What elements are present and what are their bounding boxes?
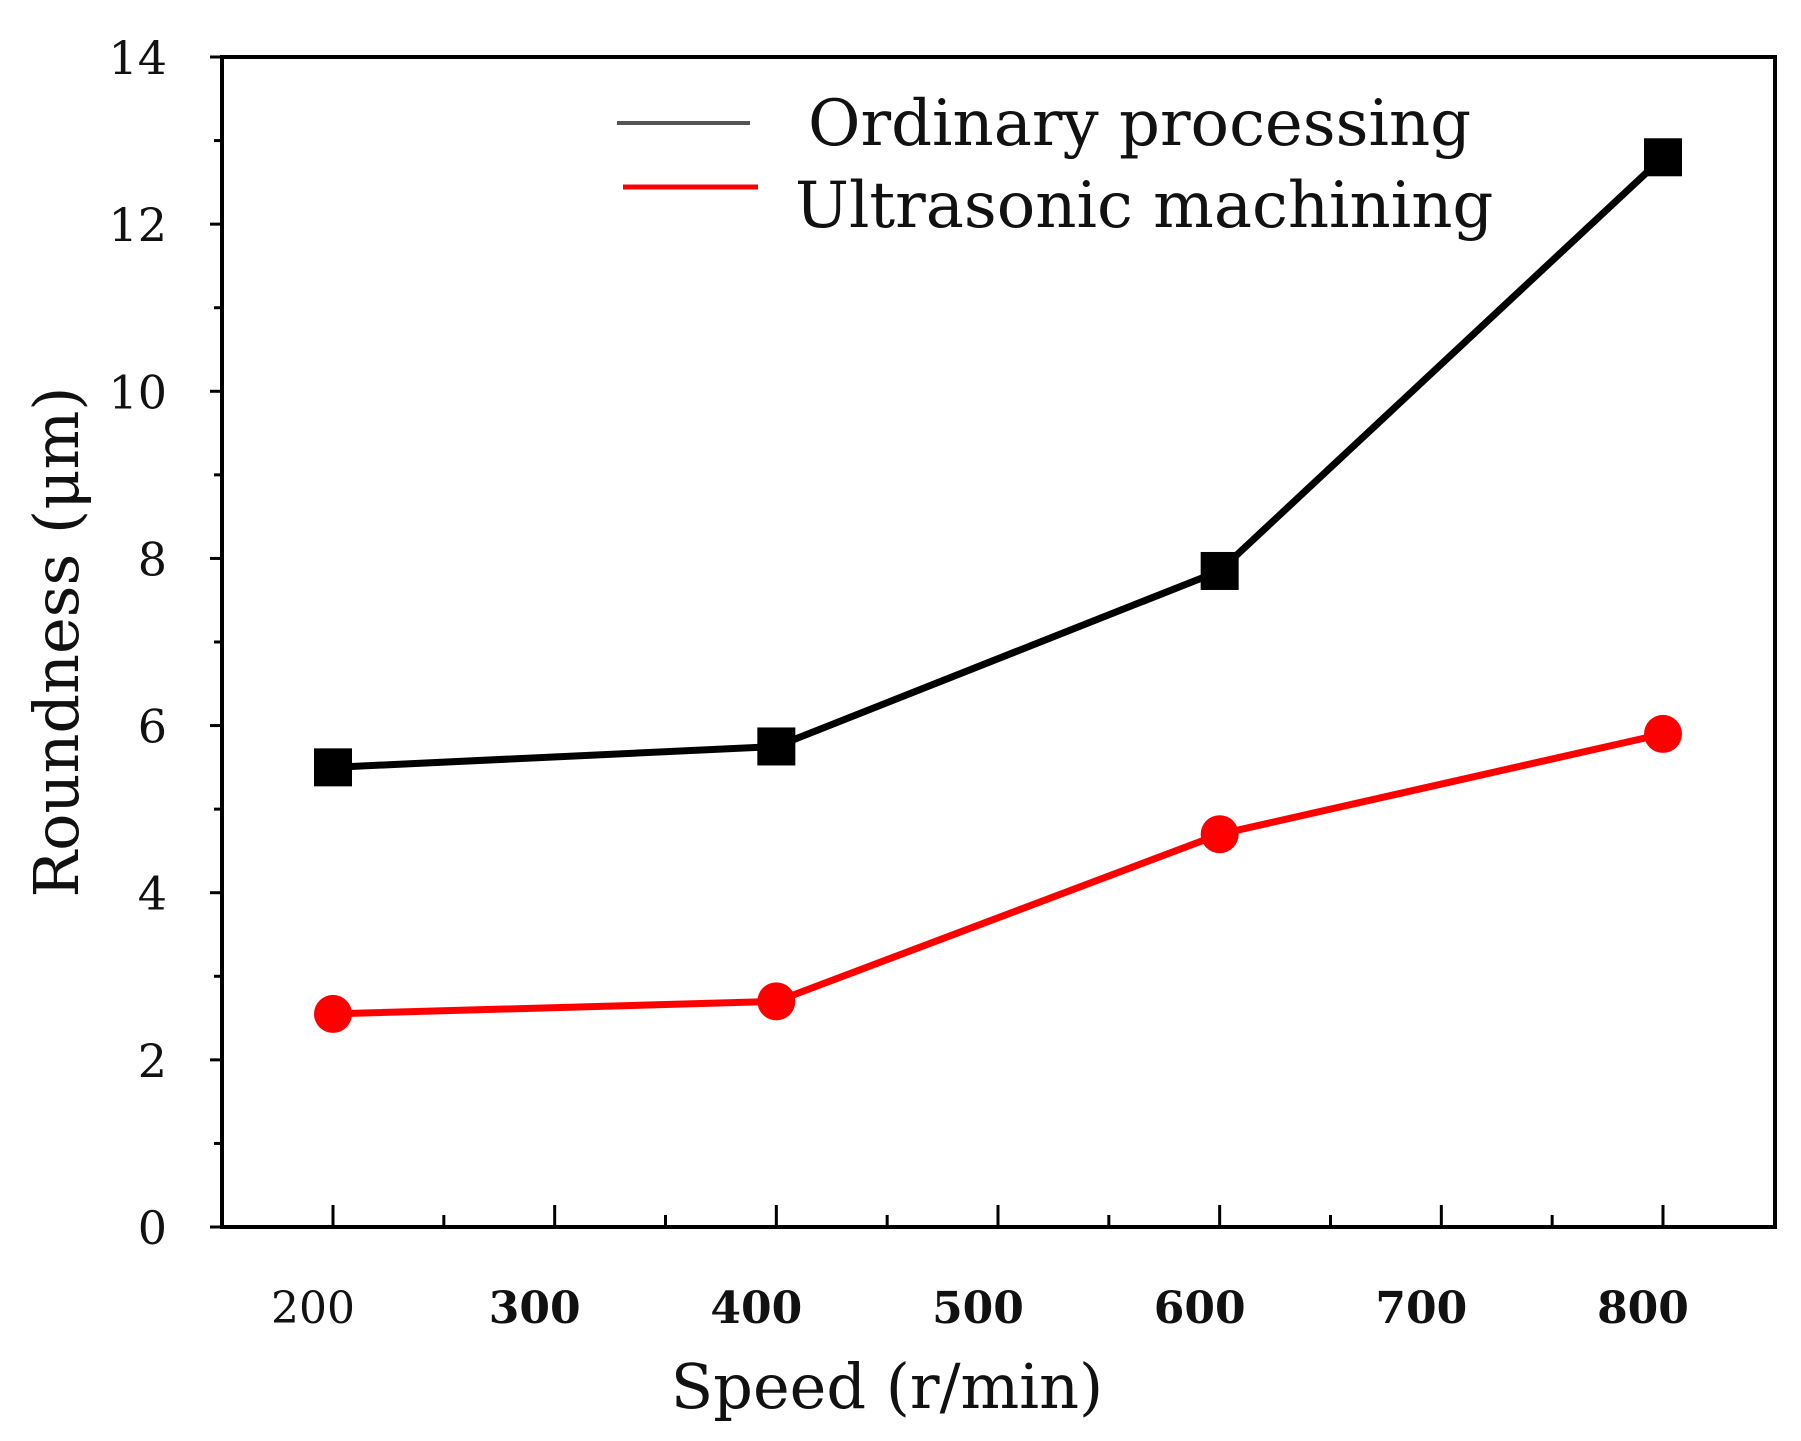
- data-point-circle: [757, 982, 796, 1021]
- x-axis-title: Speed (r/min): [671, 1350, 1103, 1423]
- series-ordinary-processing: [314, 138, 1682, 787]
- x-tick-label: 600: [1154, 1283, 1246, 1334]
- x-tick-label: 700: [1375, 1283, 1467, 1334]
- legend-label-ultrasonic: Ultrasonic machining: [795, 169, 1493, 243]
- series-line: [332, 730, 1664, 1018]
- x-tick-label: 500: [932, 1283, 1024, 1334]
- y-tick-labels: 0 2 4 6 8 10 12 14: [108, 31, 167, 1255]
- data-point-circle: [314, 994, 352, 1033]
- data-point-square: [1644, 138, 1682, 177]
- data-point-square: [314, 748, 352, 787]
- x-tick-label: 200: [271, 1283, 355, 1334]
- data-point-square: [757, 727, 796, 766]
- data-point-circle: [1644, 714, 1682, 753]
- y-axis-title: Roundness (μm): [20, 387, 93, 898]
- x-tick-label: 400: [710, 1283, 802, 1334]
- data-point-square: [1200, 551, 1239, 590]
- series-layer: [314, 138, 1682, 1033]
- y-tick-label: 12: [108, 198, 167, 252]
- series-line: [332, 154, 1666, 771]
- series-ultrasonic-machining: [314, 714, 1682, 1033]
- axis-ticks: [210, 55, 1665, 1229]
- y-tick-label: 4: [138, 867, 167, 921]
- y-tick-label: 8: [138, 532, 167, 586]
- y-tick-label: 6: [138, 700, 167, 754]
- y-tick-label: 0: [138, 1201, 167, 1255]
- legend: Ordinary processing Ultrasonic machining: [617, 87, 1493, 243]
- x-tick-label: 300: [489, 1283, 581, 1334]
- legend-label-ordinary: Ordinary processing: [808, 87, 1471, 161]
- y-tick-label: 10: [108, 365, 167, 419]
- y-tick-label: 2: [138, 1034, 167, 1088]
- x-tick-label: 800: [1597, 1283, 1689, 1334]
- y-tick-label: 14: [108, 31, 167, 85]
- data-point-circle: [1200, 815, 1239, 854]
- x-tick-labels: 200 300 400 500 600 700 800: [271, 1283, 1689, 1334]
